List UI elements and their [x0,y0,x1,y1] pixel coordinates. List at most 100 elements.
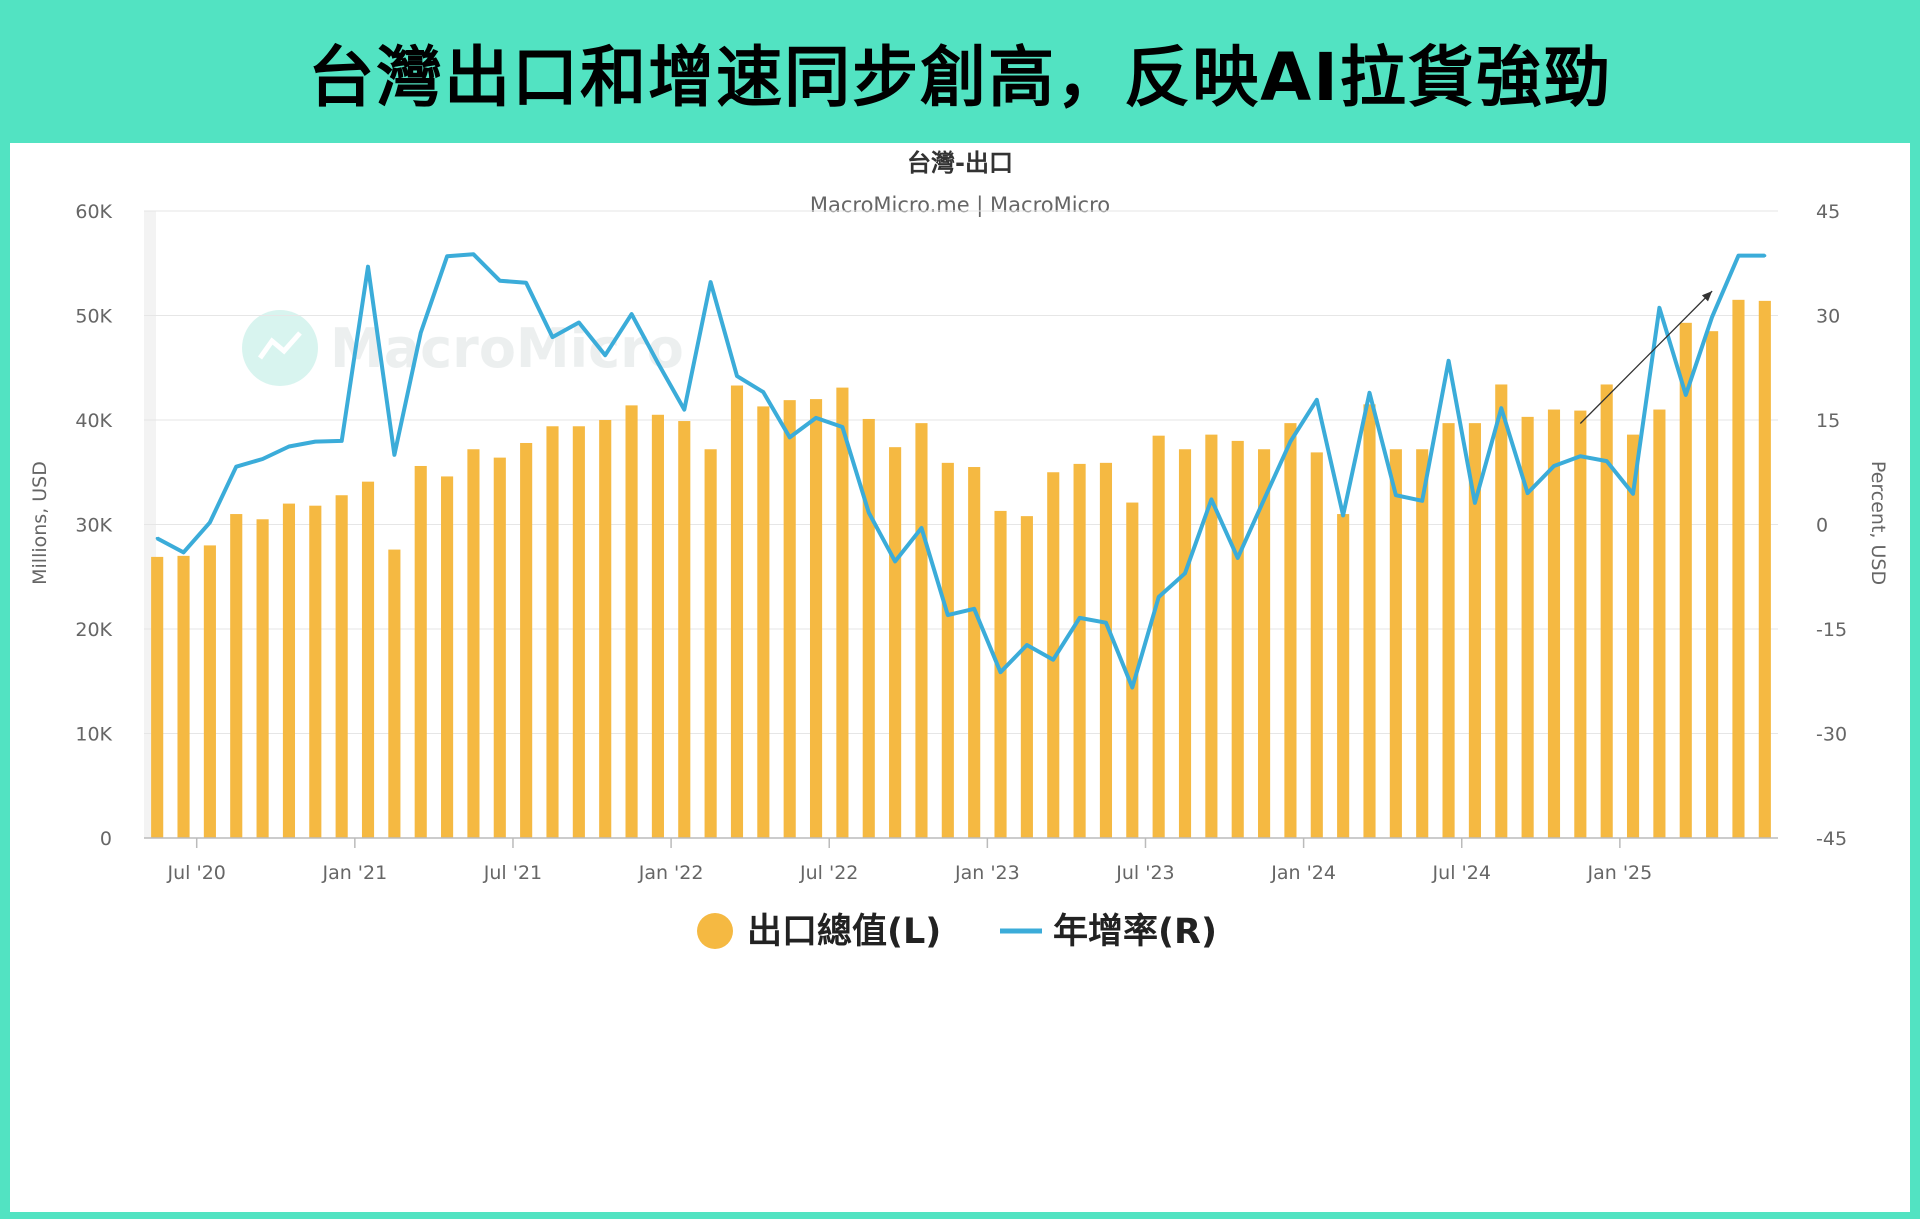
line-point [261,457,265,461]
line-point [1315,398,1319,402]
y-right-tick-label: 45 [1816,201,1840,223]
y-right-tick-label: -30 [1816,724,1847,746]
line-point [1130,686,1134,690]
chart-panel: 台灣-出口 MacroMicro.me | MacroMicro MacroMi… [10,143,1910,1212]
y-axis-right-label: Percent, USD [1867,461,1889,585]
legend-line-label[interactable]: 年增率(R) [1053,912,1217,952]
bar [1337,514,1350,838]
line-point [208,520,212,524]
bar [1468,423,1481,838]
bar [361,481,375,838]
line-point [1368,391,1371,395]
x-tick-label: Jul '21 [483,862,542,884]
bar [1706,331,1719,838]
watermark-logo-icon [242,310,318,386]
up-arrow-icon [1701,291,1713,302]
line-point [1051,658,1055,662]
bar [1310,452,1323,838]
line-point [551,335,554,339]
watermark-logo-mark [257,331,302,360]
y-right-tick-label: -45 [1816,828,1847,850]
line-point [788,435,792,439]
bar [1521,416,1534,838]
line-point [1236,556,1240,560]
line-point [1736,254,1740,258]
bar [203,545,216,838]
line-point [1420,499,1424,503]
bar [1653,409,1666,838]
line-point [1183,571,1187,575]
x-tick-label: Jan '23 [954,862,1020,884]
legend-bar-label[interactable]: 出口總值(L) [747,912,941,952]
bar [1600,384,1613,838]
line-point [630,312,634,316]
line-point [1473,501,1477,505]
line-point [287,444,291,448]
bar [1020,516,1033,838]
line-point [682,408,686,412]
annotation-arrow-line [1579,290,1713,424]
bar [1626,434,1640,838]
y-left-tick-label: 20K [75,619,112,641]
x-tick-label: Jul '23 [1115,862,1174,884]
bar [941,462,954,838]
line-point [1394,493,1398,497]
y-right-tick-label: 0 [1816,515,1828,537]
headline-banner: 台灣出口和增速同步創高，反映AI拉貨強勁 [0,0,1920,143]
bar [256,519,269,838]
bar [1047,472,1060,838]
bar [1679,322,1692,838]
bar [230,514,243,838]
line-point [761,390,765,394]
line-point [893,559,897,563]
x-tick-label: Jul '24 [1432,862,1491,884]
bar [493,457,506,838]
bar [1284,423,1297,838]
line-point [1710,315,1714,319]
line-point [498,279,502,283]
bar [1363,404,1376,838]
line-point [735,374,739,378]
bar [1231,440,1244,838]
bar [546,426,559,838]
line-point [656,361,660,365]
line-point [1684,393,1688,397]
line-point [392,453,396,457]
y-left-tick-label: 0 [100,828,112,850]
line-point [999,670,1003,674]
line-point [1341,513,1345,517]
series-line [156,252,1765,690]
line-point [419,331,423,335]
line-point [603,353,607,357]
y-left-tick-label: 50K [75,306,112,328]
x-tick-label: Jul '20 [167,862,226,884]
legend-bar-swatch-icon [697,913,733,949]
line-point [524,281,528,285]
chart-canvas: 台灣-出口 MacroMicro.me | MacroMicro MacroMi… [29,149,1889,952]
y-left-tick-label: 40K [75,410,112,432]
bar [1495,384,1508,838]
x-tick-label: Jan '25 [1587,862,1653,884]
bar [994,510,1007,838]
bar [651,414,664,838]
line-point [182,550,186,554]
headline-text: 台灣出口和增速同步創高，反映AI拉貨強勁 [308,38,1612,116]
x-tick-label: Jan '24 [1270,862,1336,884]
bar [625,405,638,838]
bar [1178,449,1192,838]
y-axis-left-label: Millions, USD [29,461,51,585]
bar [335,495,348,838]
line-point [919,526,923,530]
y-right-tick-label: 15 [1816,410,1840,432]
bar [309,505,322,838]
bar [1442,423,1455,838]
bar [572,426,585,838]
line-point [1631,492,1635,496]
bar [414,465,427,838]
bar [730,385,744,838]
bar [1073,463,1086,838]
line-point [1657,306,1661,310]
bar [177,555,190,838]
legend[interactable]: 出口總值(L) 年增率(R) [697,912,1217,952]
bar [1152,435,1165,838]
